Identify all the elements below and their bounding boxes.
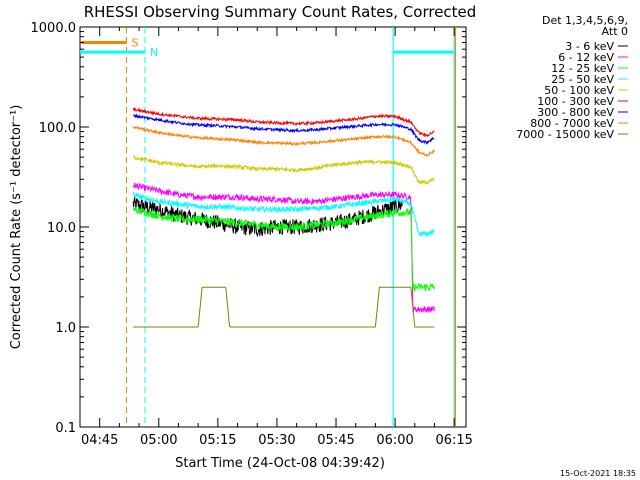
series-line-2 xyxy=(132,206,435,293)
x-tick-label: 05:45 xyxy=(317,433,354,448)
marker-label-s: S xyxy=(131,36,138,49)
series-line-6 xyxy=(132,113,435,145)
legend-label: 12 - 25 keV xyxy=(551,62,614,75)
legend-label: 800 - 7000 keV xyxy=(530,117,614,130)
y-tick-label: 10.0 xyxy=(47,221,76,236)
y-tick-label: 1.0 xyxy=(55,321,76,336)
x-tick-label: 05:00 xyxy=(140,433,177,448)
x-tick-label: 05:15 xyxy=(199,433,236,448)
legend-header: Det 1,3,4,5,6,9, xyxy=(542,14,628,27)
x-tick-label: 06:15 xyxy=(435,433,472,448)
series-line-4 xyxy=(133,154,435,186)
y-tick-label: 0.1 xyxy=(55,421,76,436)
x-tick-label: 04:45 xyxy=(81,433,118,448)
series-line-5 xyxy=(132,107,435,138)
series-layer xyxy=(132,107,435,328)
y-tick-label: 100.0 xyxy=(39,121,76,136)
y-axis-label: Corrected Count Rate (s⁻¹ detector⁻¹) xyxy=(9,105,24,350)
series-line-7 xyxy=(132,125,435,157)
legend-header: Att 0 xyxy=(602,25,628,38)
legend-label: 50 - 100 keV xyxy=(544,84,614,97)
plot-lines: SN xyxy=(80,27,456,427)
chart-title: RHESSI Observing Summary Count Rates, Co… xyxy=(84,3,477,21)
y-tick-label: 1000.0 xyxy=(31,21,77,36)
marker-label-n: N xyxy=(150,46,158,59)
legend-label: 25 - 50 keV xyxy=(551,73,614,86)
legend-label: 300 - 800 keV xyxy=(537,106,614,119)
x-tick-label: 06:00 xyxy=(376,433,413,448)
footer-date: 15-Oct-2021 18:35 xyxy=(560,469,636,478)
series-line-3 xyxy=(132,191,435,237)
series-line-8 xyxy=(133,286,435,328)
axis-layer: 0.1 1.0 10.0 100.0 1000.0 04:45 05:00 05:15 05:3… xyxy=(31,21,473,448)
legend-label: 6 - 12 keV xyxy=(558,51,614,64)
series-line-1 xyxy=(132,182,435,313)
x-tick-label: 05:30 xyxy=(258,433,295,448)
legend-label: 3 - 6 keV xyxy=(565,40,614,53)
x-axis-label: Start Time (24-Oct-08 04:39:42) xyxy=(175,456,385,471)
legend-label: 7000 - 15000 keV xyxy=(516,128,614,141)
legend-label: 100 - 300 keV xyxy=(537,95,614,108)
